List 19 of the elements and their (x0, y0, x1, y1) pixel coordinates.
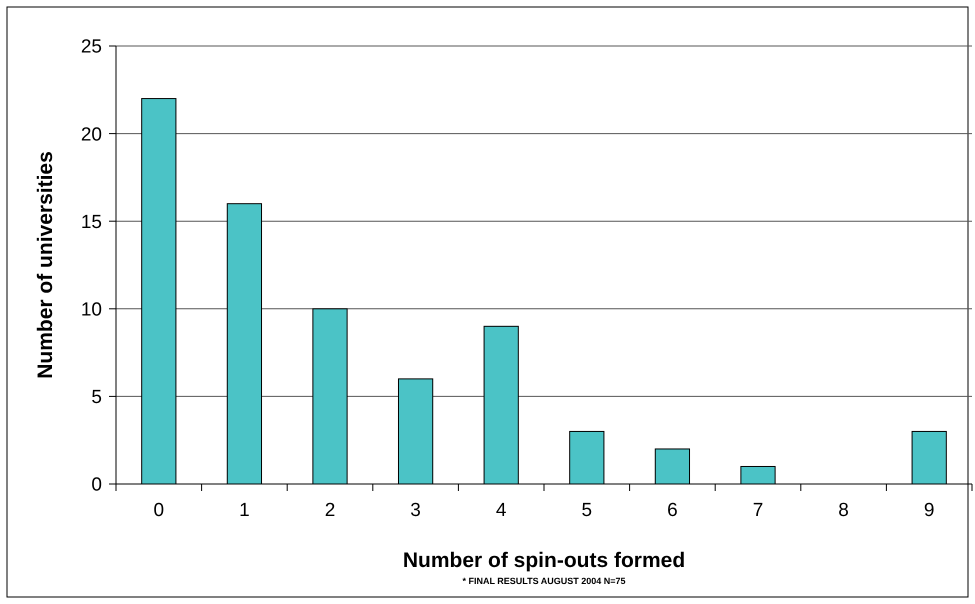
x-tick-label: 4 (496, 500, 507, 521)
x-tick-label: 6 (667, 500, 678, 521)
y-axis-title: Number of universities (34, 151, 57, 379)
y-tick-label: 15 (80, 212, 102, 233)
x-tick-label: 0 (154, 500, 164, 521)
x-axis-title: Number of spin-outs formed (402, 549, 686, 572)
x-tick-label: 2 (324, 500, 336, 521)
y-tick-label: 20 (80, 124, 102, 146)
y-tick-label: 25 (80, 36, 102, 58)
text: * FINAL RESULTS AUGUST 2004 N=75 (462, 576, 626, 586)
x-tick-label: 7 (752, 500, 764, 521)
y-tick-label: 10 (80, 299, 102, 320)
x-tick-label: 5 (582, 500, 592, 521)
x-tick-label: 1 (239, 500, 250, 521)
y-tick-label: 0 (91, 474, 102, 496)
x-tick-label: 9 (924, 500, 934, 521)
x-tick-label: 8 (838, 500, 849, 521)
x-tick-label: 3 (410, 500, 421, 521)
y-tick-label: 5 (91, 387, 102, 408)
